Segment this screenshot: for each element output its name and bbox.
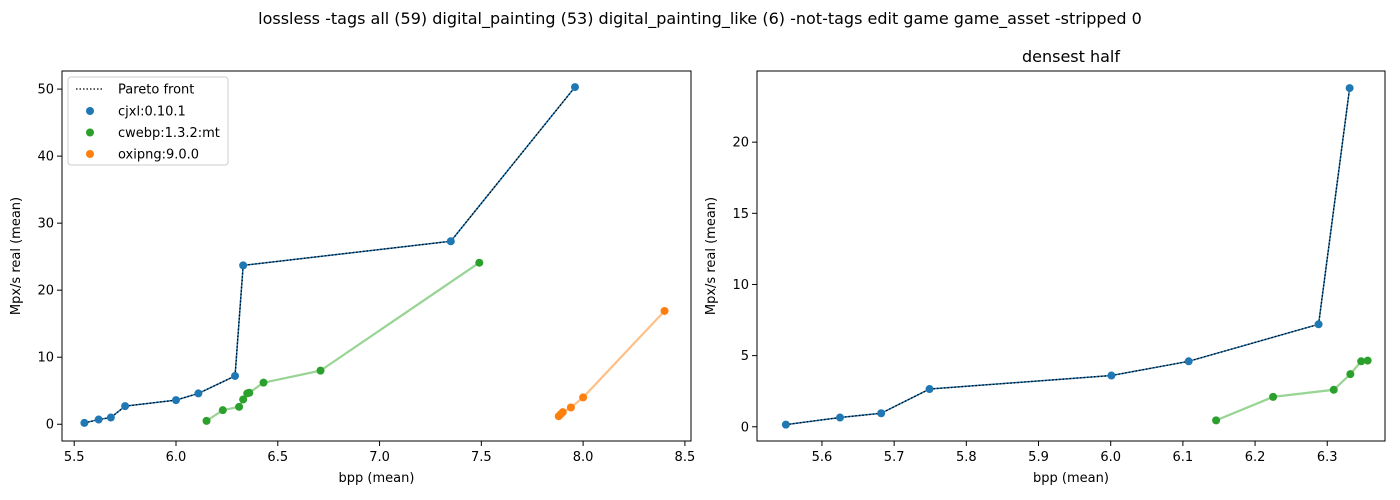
data-point-1-6 (259, 378, 268, 387)
y-tick-label-3: 30 (37, 217, 54, 232)
data-point-1-5 (245, 388, 254, 397)
data-point-0-7 (1345, 84, 1354, 93)
data-point-0-1 (836, 413, 845, 422)
data-point-0-0 (781, 420, 790, 429)
x-tick-label-6: 6.2 (1245, 450, 1266, 465)
axes-frame (61, 70, 692, 442)
data-point-1-0 (202, 416, 211, 425)
data-point-1-2 (235, 402, 244, 411)
y-tick-label-4: 40 (37, 150, 54, 165)
x-tick-label-2: 5.8 (956, 450, 977, 465)
data-point-0-3 (121, 402, 130, 411)
y-tick-label-1: 10 (37, 351, 54, 366)
data-point-0-3 (925, 385, 934, 394)
legend-marker-1 (86, 128, 94, 137)
legend-marker-0 (86, 107, 94, 115)
data-point-0-9 (570, 83, 579, 92)
data-point-2-4 (579, 393, 588, 402)
y-tick-label-2: 20 (37, 284, 54, 299)
chart-full-range: 5.5 6.0 6.5 7.0 7.5 8.0 8.5 0 10 20 30 40 50 bpp (mea… (9, 70, 696, 486)
y-tick-label-3: 15 (732, 207, 749, 222)
legend-box (67, 76, 229, 166)
x-tick-label-3: 7.0 (369, 450, 390, 465)
data-point-1-3 (239, 395, 248, 404)
data-point-1-2 (1329, 385, 1338, 394)
data-point-1-1 (1269, 392, 1278, 401)
data-point-2-2 (558, 408, 567, 417)
series-line-0 (785, 87, 1351, 426)
data-point-1-3 (1346, 370, 1355, 379)
data-point-0-4 (171, 396, 180, 405)
x-tick-label-4: 6.0 (1100, 450, 1121, 465)
legend: Pareto front cjxl:0.10.1 cwebp:1.3.2:mt oxi… (67, 76, 229, 166)
legend-label-pareto: Pareto front (118, 83, 194, 98)
x-tick-label-0: 5.6 (812, 450, 833, 465)
x-axis-label: bpp (mean) (339, 471, 415, 486)
y-tick-label-5: 50 (37, 83, 54, 98)
x-axis-label: bpp (mean) (1033, 471, 1109, 486)
pareto-front-line (785, 87, 1351, 426)
y-tick-label-0: 0 (46, 418, 54, 433)
x-tick-label-2: 6.5 (267, 450, 288, 465)
data-point-0-5 (194, 389, 203, 398)
data-point-1-4 (1357, 357, 1366, 366)
x-tick-label-1: 5.7 (884, 450, 905, 465)
x-tick-label-7: 6.3 (1317, 450, 1338, 465)
y-axis-label: Mpx/s real (mean) (9, 197, 24, 315)
data-point-2-5 (660, 306, 669, 315)
data-point-0-7 (239, 261, 248, 270)
legend-label-2: oxipng:9.0.0 (118, 148, 199, 163)
data-point-0-1 (94, 415, 103, 424)
data-point-1-1 (218, 406, 227, 415)
data-point-0-8 (446, 237, 455, 246)
data-point-1-5 (1363, 356, 1372, 365)
x-tick-label-3: 5.9 (1028, 450, 1049, 465)
y-tick-label-1: 5 (741, 349, 749, 364)
data-point-0-2 (106, 413, 115, 422)
x-tick-label-0: 5.5 (64, 450, 85, 465)
data-point-0-2 (877, 409, 886, 418)
data-point-2-3 (566, 403, 575, 412)
series-line-2 (557, 310, 666, 417)
legend-label-1: cwebp:1.3.2:mt (118, 126, 220, 141)
data-point-0-6 (231, 371, 240, 380)
legend-marker-2 (86, 150, 94, 158)
y-tick-label-0: 0 (741, 420, 749, 435)
data-point-1-7 (316, 366, 325, 375)
axes-frame (756, 70, 1386, 442)
x-tick-label-1: 6.0 (166, 450, 187, 465)
x-tick-label-5: 8.0 (573, 450, 594, 465)
x-tick-label-5: 6.1 (1173, 450, 1194, 465)
chart-title: densest half (1022, 47, 1120, 66)
data-point-0-0 (80, 418, 89, 427)
data-point-0-4 (1107, 371, 1116, 380)
data-point-0-6 (1314, 320, 1323, 329)
y-tick-label-4: 20 (732, 136, 749, 151)
data-point-1-8 (475, 258, 484, 267)
x-tick-label-6: 8.5 (675, 450, 696, 465)
pareto-front-line (84, 86, 576, 424)
data-point-1-0 (1212, 416, 1221, 425)
y-axis-label: Mpx/s real (mean) (704, 197, 719, 315)
y-tick-label-2: 10 (732, 278, 749, 293)
data-point-0-5 (1184, 357, 1193, 366)
chart-densest-half: 5.6 5.7 5.8 5.9 6.0 6.1 6.2 6.3 0 5 10 15 20 bpp (mea… (704, 47, 1386, 486)
x-tick-label-4: 7.5 (471, 450, 492, 465)
series-line-1 (1215, 359, 1368, 422)
legend-label-0: cjxl:0.10.1 (118, 105, 186, 120)
figure-suptitle: lossless -tags all (59) digital_painting… (258, 9, 1142, 29)
